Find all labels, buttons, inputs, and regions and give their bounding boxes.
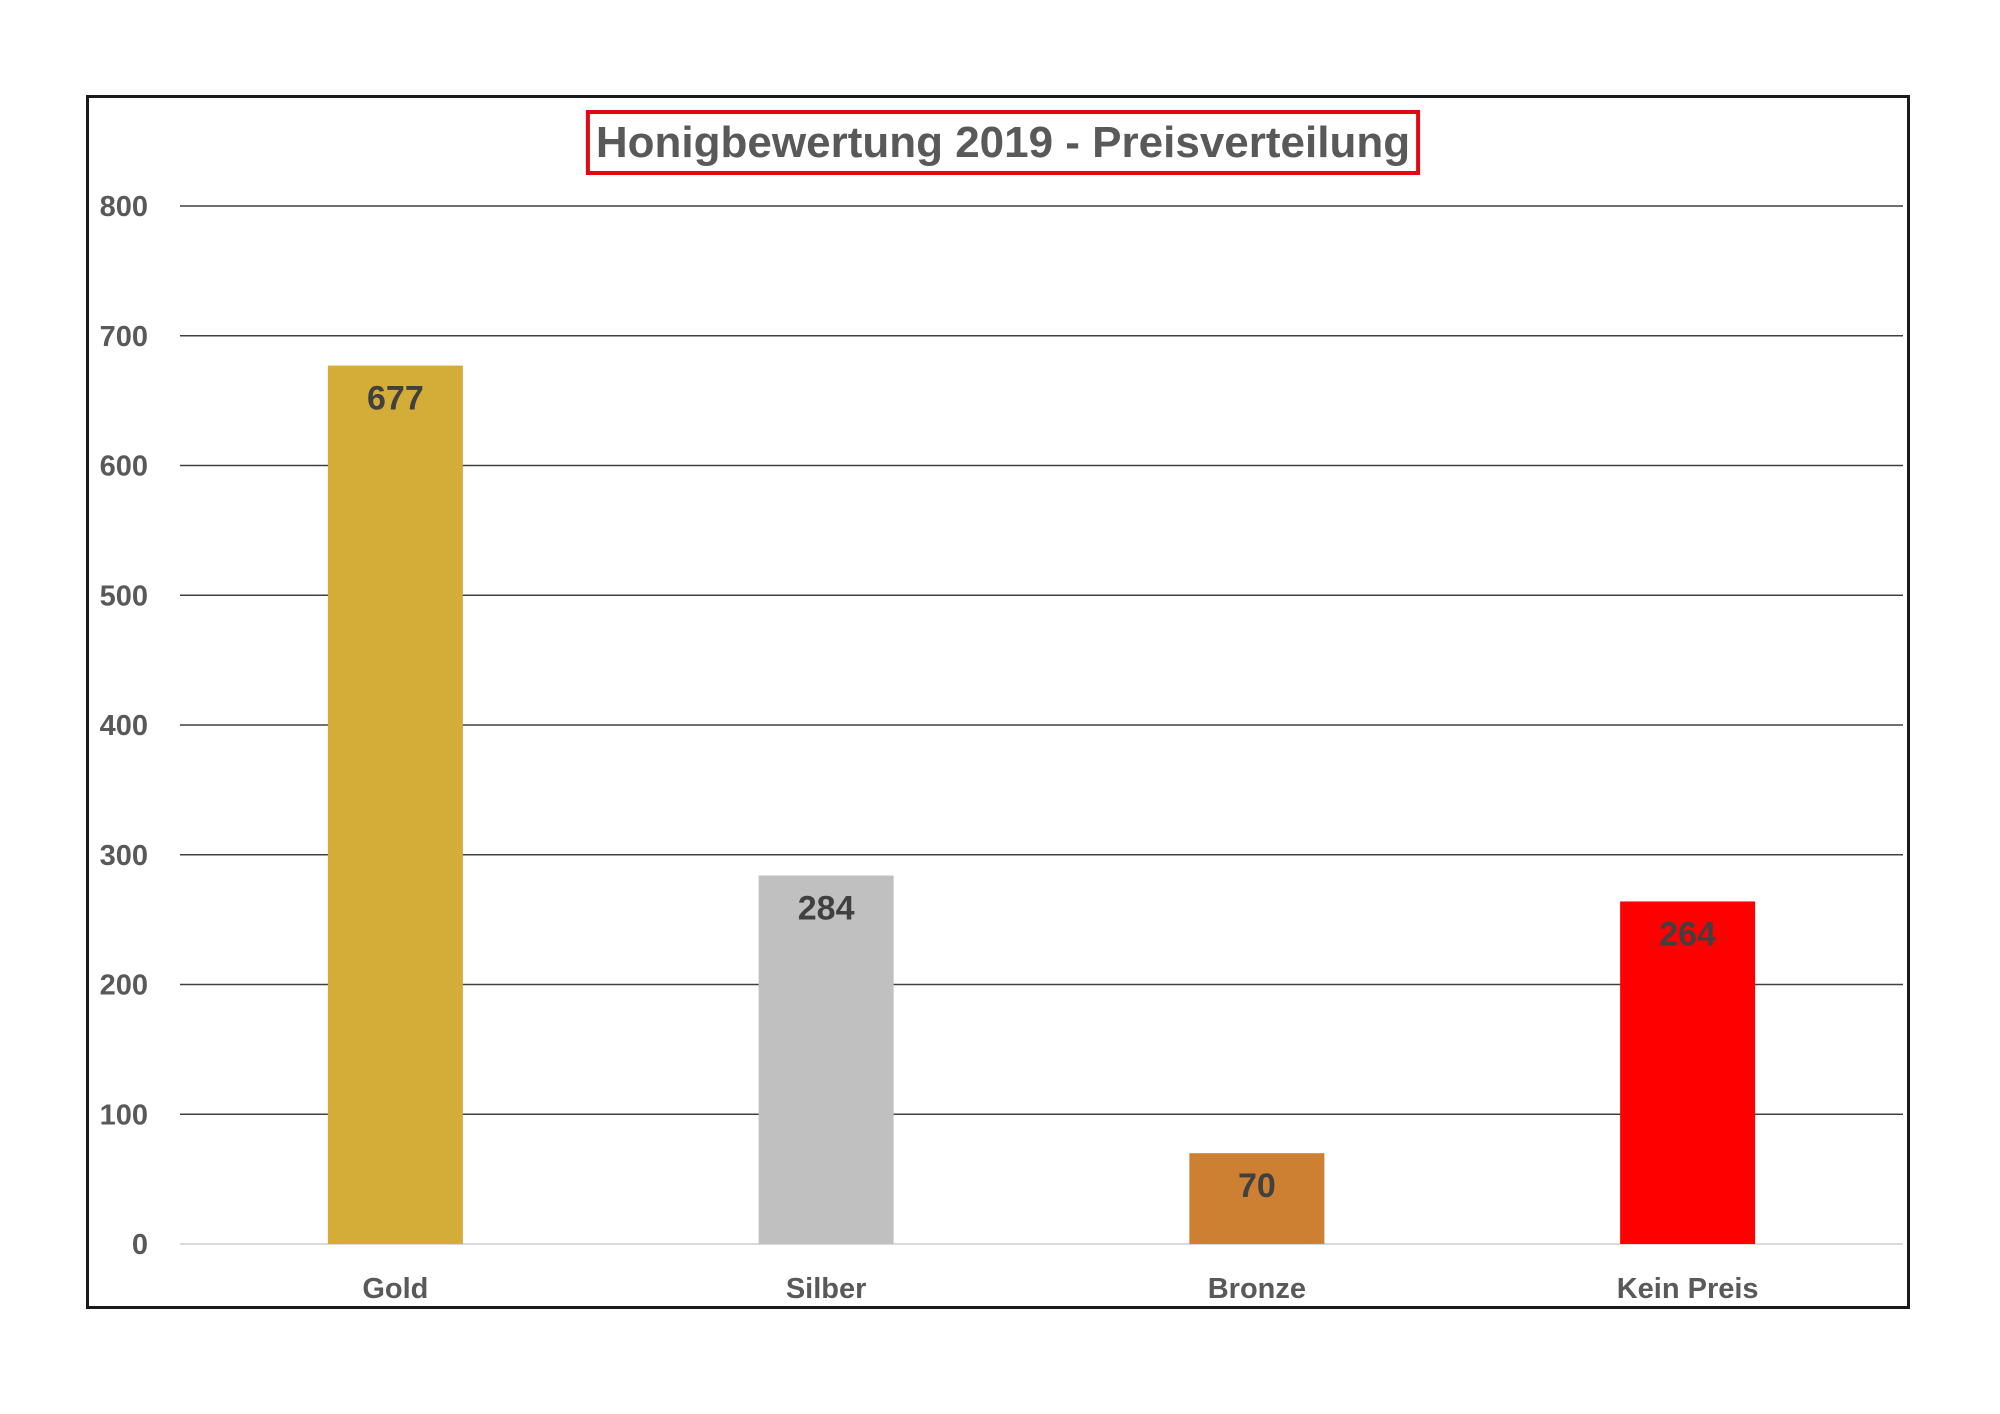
bar-silber xyxy=(758,875,894,1244)
chart-title-box xyxy=(585,110,1421,175)
labels: 0 100 200 300 400 500 600 700 800 677 Gold 284 Silbe… xyxy=(100,191,1759,1305)
y-tick-label: 100 xyxy=(100,1099,148,1131)
data-label-silber: 284 xyxy=(798,890,855,928)
bars xyxy=(327,365,1756,1244)
x-tick-label-bronze: Bronze xyxy=(1208,1273,1306,1305)
y-tick-label: 800 xyxy=(100,191,148,223)
data-label-bronze: 70 xyxy=(1238,1167,1276,1205)
y-tick-label: 500 xyxy=(100,580,148,612)
data-label-gold: 677 xyxy=(367,380,424,418)
bar-gold xyxy=(327,365,463,1244)
bar-kein-preis xyxy=(1620,901,1756,1244)
chart-title: Honigbewertung 2019 - Preisverteilung xyxy=(596,118,1410,167)
bar-bronze xyxy=(1189,1153,1325,1244)
y-tick-label: 200 xyxy=(100,970,148,1002)
y-tick-label: 400 xyxy=(100,710,148,742)
y-tick-label: 700 xyxy=(100,321,148,353)
data-label-kein-preis: 264 xyxy=(1659,915,1716,953)
x-tick-label-gold: Gold xyxy=(362,1273,428,1305)
y-tick-label: 600 xyxy=(100,451,148,483)
x-tick-label-kein-preis: Kein Preis xyxy=(1617,1273,1759,1305)
y-tick-label: 0 xyxy=(132,1229,148,1261)
y-tick-label: 300 xyxy=(100,840,148,872)
gridlines xyxy=(180,205,1903,1245)
x-tick-label-silber: Silber xyxy=(786,1273,867,1305)
